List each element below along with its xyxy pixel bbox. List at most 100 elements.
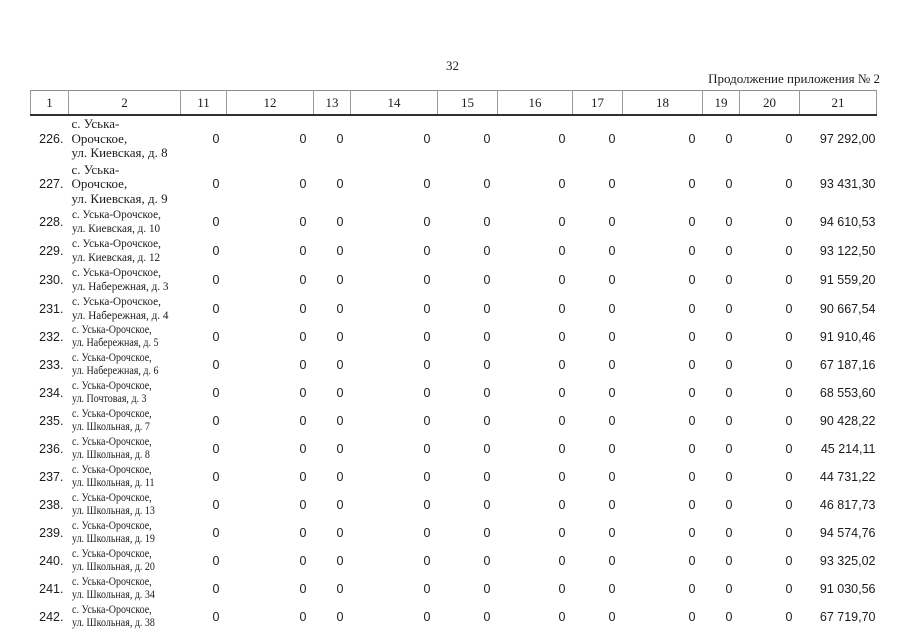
table-row: 227. с. Уська- Орочское, ул. Киевская, д. 9…: [31, 162, 877, 208]
zero-cell: 0: [688, 470, 696, 484]
address-lines: с. Уська-Орочское, ул. Школьная, д. 38: [72, 604, 166, 630]
value-cell: 91 559,20: [819, 272, 876, 287]
address-cell: с. Уська-Орочское, ул. Школьная, д. 20: [69, 547, 181, 575]
zero-cell: 0: [785, 386, 793, 400]
zero-cell: 0: [299, 554, 307, 568]
value-cell: 94 574,76: [819, 526, 876, 540]
row-number: 237.: [39, 470, 64, 484]
zero-cell: 0: [558, 582, 566, 596]
zero-cell: 0: [299, 301, 307, 316]
value-cell: 93 325,02: [819, 554, 876, 568]
zero-cell: 0: [608, 177, 616, 192]
zero-cell: 0: [725, 498, 733, 512]
column-header: 21: [799, 90, 877, 116]
zero-cell: 0: [558, 177, 566, 192]
zero-cell: 0: [423, 610, 431, 624]
page-number: 32: [446, 58, 459, 73]
address-line: с. Уська-Орочское,: [71, 520, 152, 532]
zero-cell: 0: [299, 243, 307, 258]
zero-cell: 0: [212, 131, 220, 146]
zero-cell: 0: [608, 498, 616, 512]
address-line: ул. Набережная, д. 3: [71, 278, 168, 293]
address-line: с. Уська-Орочское,: [71, 604, 152, 616]
value-cell: 97 292,00: [819, 131, 876, 146]
address-cell: с. Уська-Орочское, ул. Почтовая, д. 3: [69, 379, 181, 407]
address-cell: с. Уська-Орочское, ул. Школьная, д. 7: [69, 407, 181, 435]
value-cell: 91 030,56: [819, 582, 876, 596]
zero-cell: 0: [336, 554, 344, 568]
zero-cell: 0: [299, 526, 307, 540]
zero-cell: 0: [483, 610, 491, 624]
zero-cell: 0: [336, 414, 344, 428]
zero-cell: 0: [483, 386, 491, 400]
zero-cell: 0: [688, 526, 696, 540]
zero-cell: 0: [483, 442, 491, 456]
zero-cell: 0: [725, 358, 733, 372]
zero-cell: 0: [558, 330, 566, 344]
address-cell: с. Уська-Орочское, ул. Школьная, д. 8: [69, 435, 181, 463]
zero-cell: 0: [483, 526, 491, 540]
zero-cell: 0: [423, 414, 431, 428]
address-line: ул. Школьная, д. 20: [71, 561, 155, 573]
address-line: ул. Школьная, д. 8: [71, 449, 150, 461]
address-cell: с. Уська-Орочское, ул. Киевская, д. 12: [69, 236, 181, 265]
zero-cell: 0: [299, 582, 307, 596]
zero-cell: 0: [483, 554, 491, 568]
zero-cell: 0: [725, 610, 733, 624]
address-lines: с. Уська-Орочское, ул. Школьная, д. 13: [72, 492, 166, 518]
zero-cell: 0: [423, 301, 431, 316]
address-lines: с. Уська-Орочское, ул. Школьная, д. 34: [72, 576, 166, 602]
zero-cell: 0: [212, 554, 220, 568]
zero-cell: 0: [212, 243, 220, 258]
zero-cell: 0: [725, 554, 733, 568]
value-cell: 91 910,46: [819, 330, 876, 344]
value-cell: 44 731,22: [819, 470, 876, 484]
zero-cell: 0: [785, 177, 793, 192]
address-cell: с. Уська-Орочское, ул. Школьная, д. 13: [69, 491, 181, 519]
address-line: с. Уська-Орочское,: [71, 492, 152, 504]
zero-cell: 0: [212, 177, 220, 192]
address-line: с. Уська-: [71, 116, 120, 131]
table-row: 232. с. Уська-Орочское, ул. Набережная, д.…: [31, 323, 877, 351]
table-row: 230. с. Уська-Орочское, ул. Набережная, д.…: [31, 265, 877, 294]
zero-cell: 0: [785, 214, 793, 229]
address-cell: с. Уська-Орочское, ул. Набережная, д. 6: [69, 351, 181, 379]
zero-cell: 0: [483, 177, 491, 192]
zero-cell: 0: [423, 386, 431, 400]
zero-cell: 0: [336, 330, 344, 344]
zero-cell: 0: [483, 301, 491, 316]
zero-cell: 0: [785, 470, 793, 484]
zero-cell: 0: [299, 414, 307, 428]
zero-cell: 0: [483, 470, 491, 484]
zero-cell: 0: [299, 272, 307, 287]
value-cell: 90 428,22: [819, 414, 876, 428]
table-row: 241. с. Уська-Орочское, ул. Школьная, д. 3…: [31, 575, 877, 603]
zero-cell: 0: [785, 330, 793, 344]
zero-cell: 0: [785, 131, 793, 146]
value-cell: 67 719,70: [819, 610, 876, 624]
zero-cell: 0: [212, 414, 220, 428]
column-header: 17: [572, 90, 623, 116]
zero-cell: 0: [558, 498, 566, 512]
value-cell: 67 187,16: [819, 358, 876, 372]
zero-cell: 0: [299, 214, 307, 229]
zero-cell: 0: [299, 358, 307, 372]
address-line: с. Уська-Орочское,: [71, 236, 161, 250]
zero-cell: 0: [688, 358, 696, 372]
zero-cell: 0: [212, 386, 220, 400]
table-row: 231. с. Уська-Орочское, ул. Набережная, д.…: [31, 294, 877, 323]
zero-cell: 0: [423, 214, 431, 229]
zero-cell: 0: [558, 554, 566, 568]
zero-cell: 0: [212, 214, 220, 229]
table-row: 233. с. Уська-Орочское, ул. Набережная, д.…: [31, 351, 877, 379]
zero-cell: 0: [725, 470, 733, 484]
zero-cell: 0: [688, 610, 696, 624]
address-line: ул. Киевская, д. 8: [71, 145, 168, 160]
column-header: 13: [313, 90, 351, 116]
zero-cell: 0: [725, 442, 733, 456]
row-number: 231.: [39, 301, 64, 316]
row-number: 228.: [39, 214, 64, 229]
zero-cell: 0: [558, 243, 566, 258]
column-header: 2: [68, 90, 181, 116]
zero-cell: 0: [336, 131, 344, 146]
